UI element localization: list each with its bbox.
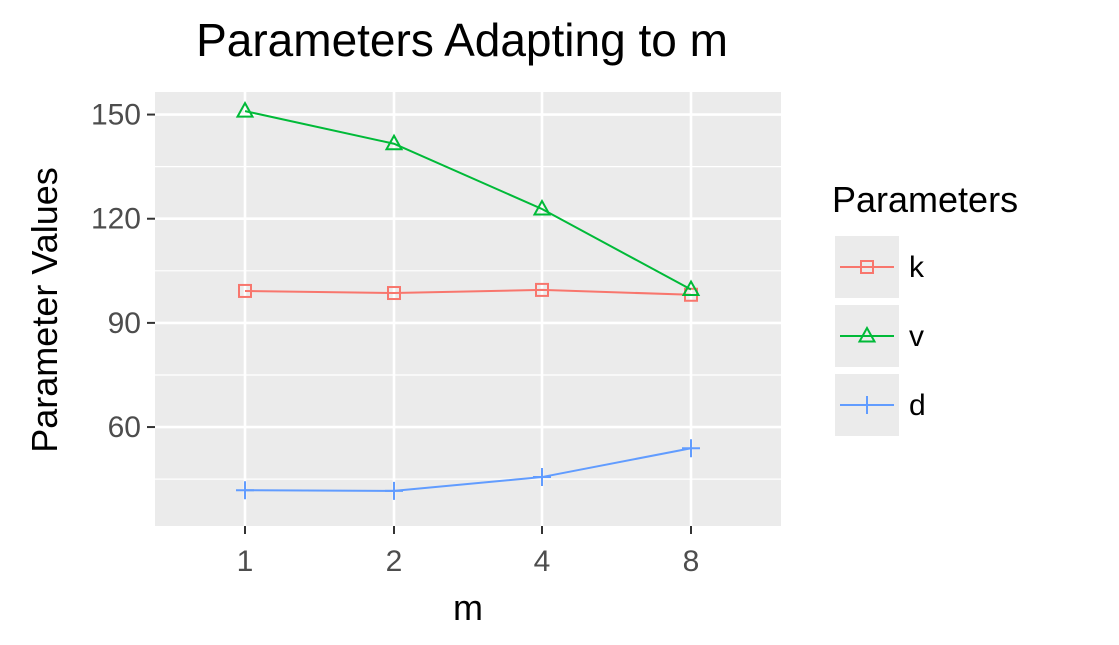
series-line-k [244, 288, 692, 296]
point-v [384, 133, 404, 151]
grid-major [155, 92, 781, 526]
grid-minor [155, 166, 781, 480]
x-axis: 1 2 4 8 [237, 526, 700, 578]
point-d [533, 468, 551, 487]
legend-label-d: d [909, 389, 926, 422]
point-v [235, 101, 255, 118]
point-k [238, 283, 252, 298]
legend-marker-k [860, 260, 874, 274]
series-line-d [244, 447, 692, 492]
x-tick-label: 1 [237, 545, 254, 578]
legend-label-k: k [909, 251, 925, 284]
point-v [532, 198, 552, 216]
legend: Parameters k v d [832, 179, 1018, 436]
legend-marker-d [858, 396, 876, 414]
point-d [682, 439, 700, 458]
y-axis-title: Parameter Values [24, 167, 65, 452]
point-v [681, 279, 701, 297]
legend-marker-v [857, 325, 877, 343]
point-k [535, 282, 549, 297]
x-tick-label: 8 [683, 545, 700, 578]
y-tick-label: 90 [108, 307, 141, 340]
y-tick-label: 120 [91, 203, 141, 236]
x-axis-title: m [453, 587, 483, 628]
y-tick-label: 60 [108, 411, 141, 444]
point-k [387, 286, 401, 301]
point-d [236, 481, 254, 500]
x-tick-label: 4 [534, 545, 551, 578]
y-axis: 60 90 120 150 [91, 99, 155, 444]
y-tick-label: 150 [91, 99, 141, 132]
series-line-v [244, 110, 692, 291]
legend-title: Parameters [832, 179, 1018, 220]
plot-panel [155, 92, 781, 526]
series-layer [235, 101, 701, 500]
legend-label-v: v [909, 320, 924, 353]
chart-title: Parameters Adapting to m [196, 14, 728, 66]
point-d [385, 481, 403, 500]
x-tick-label: 2 [386, 545, 403, 578]
